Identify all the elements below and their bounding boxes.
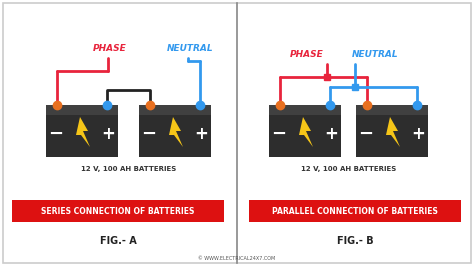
Bar bbox=[139, 105, 211, 115]
Text: −: − bbox=[141, 125, 156, 143]
Bar bbox=[12, 200, 224, 222]
Text: NEUTRAL: NEUTRAL bbox=[352, 50, 398, 59]
Polygon shape bbox=[299, 117, 313, 147]
Polygon shape bbox=[386, 117, 400, 147]
Bar bbox=[269, 105, 341, 157]
Text: +: + bbox=[324, 125, 338, 143]
Text: −: − bbox=[48, 125, 64, 143]
Bar bbox=[249, 200, 461, 222]
Text: −: − bbox=[358, 125, 374, 143]
Polygon shape bbox=[76, 117, 90, 147]
Bar bbox=[46, 105, 118, 115]
Bar bbox=[139, 105, 211, 157]
Bar bbox=[269, 105, 341, 115]
Text: +: + bbox=[411, 125, 425, 143]
Text: 12 V, 100 AH BATTERIES: 12 V, 100 AH BATTERIES bbox=[81, 166, 176, 172]
Text: NEUTRAL: NEUTRAL bbox=[167, 44, 213, 53]
Text: FIG.- A: FIG.- A bbox=[100, 236, 137, 246]
Bar bbox=[356, 105, 428, 115]
Text: −: − bbox=[272, 125, 287, 143]
Text: PHASE: PHASE bbox=[93, 44, 127, 53]
Polygon shape bbox=[169, 117, 183, 147]
Text: FIG.- B: FIG.- B bbox=[337, 236, 374, 246]
Text: 12 V, 100 AH BATTERIES: 12 V, 100 AH BATTERIES bbox=[301, 166, 396, 172]
Text: PHASE: PHASE bbox=[290, 50, 324, 59]
Text: +: + bbox=[194, 125, 208, 143]
Text: SERIES CONNECTION OF BATTERIES: SERIES CONNECTION OF BATTERIES bbox=[41, 206, 195, 215]
Text: +: + bbox=[101, 125, 115, 143]
Text: PARALLEL CONNECTION OF BATTERIES: PARALLEL CONNECTION OF BATTERIES bbox=[272, 206, 438, 215]
Bar bbox=[356, 105, 428, 157]
Bar bbox=[46, 105, 118, 157]
Text: © WWW.ELECTRICAL24X7.COM: © WWW.ELECTRICAL24X7.COM bbox=[199, 256, 275, 260]
